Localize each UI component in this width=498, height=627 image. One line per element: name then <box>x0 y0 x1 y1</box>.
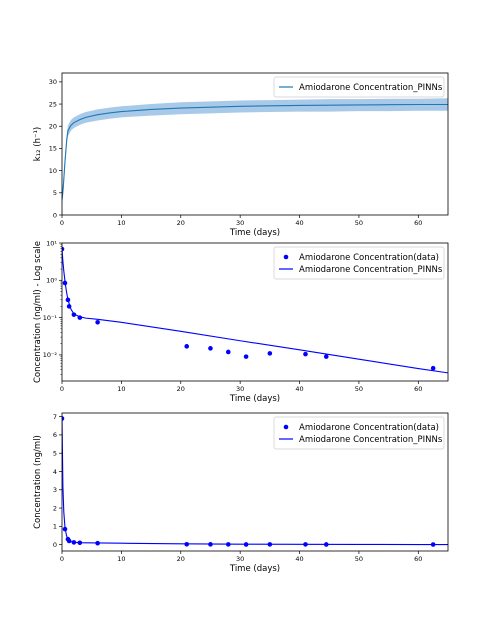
x-tick-label: 20 <box>177 555 185 563</box>
y-tick-label: 3 <box>53 486 57 494</box>
y-tick-label: 10⁰ <box>46 277 57 285</box>
x-tick-label: 30 <box>236 219 244 227</box>
x-axis-label: Time (days) <box>229 228 280 238</box>
confidence-band <box>62 98 448 207</box>
legend-box <box>273 246 445 280</box>
y-tick-label: 10⁻¹ <box>43 314 58 322</box>
chart-panel-3: 0 10 20 30 40 50 60 0 1 2 3 4 5 6 7 Time (days) Concentr… <box>33 412 449 574</box>
x-tick-label: 10 <box>117 385 125 393</box>
x-tick-label: 50 <box>355 555 363 563</box>
x-tick-label: 20 <box>177 219 185 227</box>
x-tick-label: 0 <box>60 385 64 393</box>
x-tick-label: 60 <box>414 555 422 563</box>
y-tick-label: 0 <box>53 541 57 549</box>
data-point <box>243 354 249 359</box>
legend-label: Amiodarone Concentration_PINNs <box>299 265 443 275</box>
legend-label: Amiodarone Concentration_PINNs <box>299 83 443 93</box>
x-tick-label: 0 <box>60 219 64 227</box>
data-point <box>267 351 273 356</box>
x-tick-label: 40 <box>295 219 303 227</box>
axes-frame <box>61 242 449 382</box>
y-tick-label: 2 <box>53 504 57 512</box>
y-tick-label: 7 <box>53 413 57 421</box>
legend: Amiodarone Concentration(data) Amiodarone… <box>273 246 445 280</box>
x-tick-label: 30 <box>236 385 244 393</box>
data-point <box>184 344 190 349</box>
x-tick-label: 40 <box>295 555 303 563</box>
y-tick-label: 10 <box>49 167 57 175</box>
y-axis-label: k₁₂ (h⁻¹) <box>33 127 43 161</box>
x-tick-label: 30 <box>236 555 244 563</box>
series-line <box>62 418 448 546</box>
legend: Amiodarone Concentration_PINNs <box>273 76 445 98</box>
x-tick-label: 50 <box>355 385 363 393</box>
data-point <box>208 346 213 351</box>
data-point <box>430 365 436 371</box>
legend-marker <box>283 424 289 430</box>
plot-area <box>62 98 448 207</box>
legend-label: Amiodarone Concentration_PINNs <box>299 435 443 445</box>
y-tick-label: 6 <box>53 431 57 439</box>
x-tick-label: 40 <box>295 385 303 393</box>
series-line <box>62 103 448 200</box>
y-axis-label: Concentration (ng/ml) <box>33 435 43 529</box>
data-point <box>95 319 100 325</box>
axes-frame <box>61 72 449 216</box>
y-tick-label: 15 <box>49 145 57 153</box>
x-tick-label: 60 <box>414 219 422 227</box>
y-tick-label: 0 <box>53 211 57 219</box>
y-tick-label: 20 <box>49 123 57 131</box>
legend-marker <box>283 254 289 260</box>
y-tick-label: 5 <box>53 450 57 458</box>
x-tick-label: 20 <box>177 385 185 393</box>
data-point <box>323 354 329 359</box>
legend-label: Amiodarone Concentration(data) <box>299 253 439 263</box>
legend-box <box>273 416 445 450</box>
y-tick-label: 4 <box>53 468 57 476</box>
y-axis-label: Concentration (ng/ml) - Log scale <box>33 241 43 383</box>
plot-area <box>62 416 448 547</box>
axes-frame <box>61 412 449 552</box>
x-tick-label: 0 <box>60 555 64 563</box>
x-axis-label: Time (days) <box>229 564 280 574</box>
y-tick-label: 10⁻² <box>43 351 58 359</box>
y-tick-label: 25 <box>49 100 57 108</box>
legend: Amiodarone Concentration(data) Amiodarone… <box>273 416 445 450</box>
x-tick-label: 50 <box>355 219 363 227</box>
legend-label: Amiodarone Concentration(data) <box>299 423 439 433</box>
y-tick-label: 1 <box>53 523 57 531</box>
data-point <box>71 312 77 317</box>
data-point <box>225 349 231 355</box>
legend-box <box>273 76 445 98</box>
x-tick-label: 10 <box>117 555 125 563</box>
data-point <box>62 416 65 421</box>
data-point <box>303 351 308 357</box>
chart-panel-2: 0 10 20 30 40 50 60 10¹ 10⁰ 10⁻¹ 10⁻² Time (days) Co… <box>33 239 449 404</box>
plot-area <box>62 246 448 374</box>
series-line <box>62 248 448 374</box>
x-tick-label: 60 <box>414 385 422 393</box>
x-axis-label: Time (days) <box>229 394 280 404</box>
y-tick-label: 5 <box>53 189 57 197</box>
y-tick-label: 30 <box>49 78 57 86</box>
y-tick-label: 10¹ <box>46 239 57 247</box>
x-tick-label: 10 <box>117 219 125 227</box>
